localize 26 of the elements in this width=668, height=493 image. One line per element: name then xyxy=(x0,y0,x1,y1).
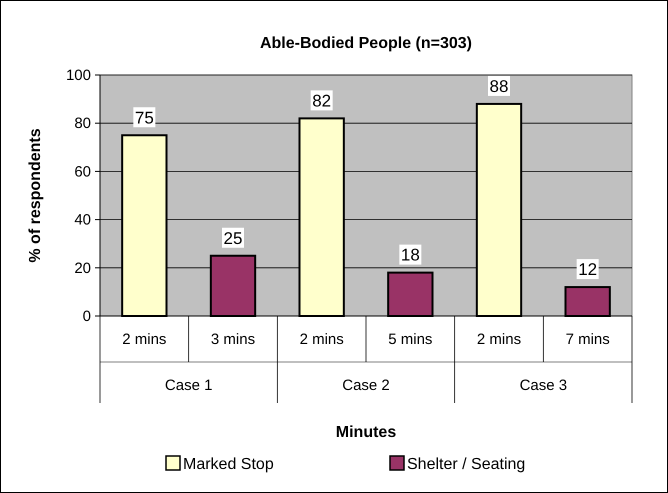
data-label: 82 xyxy=(312,91,332,110)
x-tick-label: 5 mins xyxy=(388,331,432,348)
y-tick-label: 80 xyxy=(74,115,91,132)
y-axis-title: % of respondents xyxy=(27,128,44,263)
x-tick-label: 3 mins xyxy=(210,331,256,348)
data-label: 18 xyxy=(400,246,420,265)
x-axis-title: Minutes xyxy=(336,424,396,441)
x-tick-label: 2 mins xyxy=(476,331,522,348)
y-tick-label: 20 xyxy=(74,260,91,277)
x-tick-label: 7 mins xyxy=(566,331,610,348)
text: Case 1 xyxy=(164,377,212,394)
x-tick-label: 2 mins xyxy=(300,331,344,348)
legend-label: Marked Stop xyxy=(183,456,274,473)
y-tick-label: 0 xyxy=(82,308,91,325)
data-label: 25 xyxy=(224,228,242,248)
data-label: 12 xyxy=(578,260,598,280)
y-tick-label: 60 xyxy=(74,163,91,180)
y-tick-label: 100 xyxy=(66,67,91,84)
text: Case 2 xyxy=(342,377,390,394)
y-tick-label: 40 xyxy=(74,212,91,229)
x-tick-label: 2 mins xyxy=(122,331,166,348)
legend-label: Shelter / Seating xyxy=(407,456,526,473)
data-label: 75 xyxy=(134,108,154,128)
chart-title: Able-Bodied People (n=303) xyxy=(260,35,472,52)
data-label: 88 xyxy=(490,76,508,96)
text: Case 3 xyxy=(520,377,568,394)
